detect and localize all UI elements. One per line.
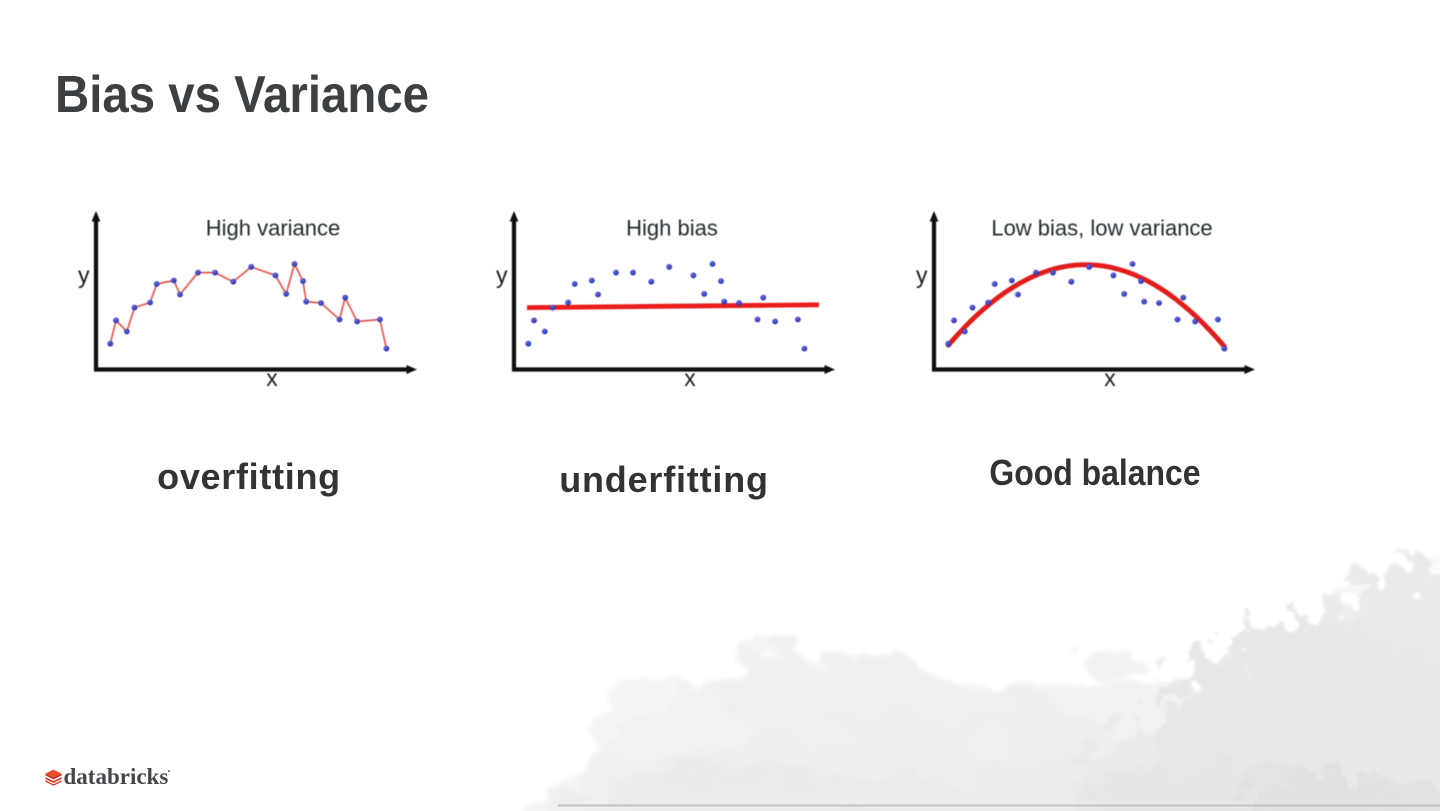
svg-text:y: y [496, 262, 508, 288]
svg-text:y: y [78, 262, 90, 288]
svg-text:High bias: High bias [626, 216, 718, 241]
svg-text:x: x [684, 365, 696, 391]
svg-text:y: y [916, 262, 928, 288]
svg-text:x: x [266, 365, 278, 391]
svg-text:High variance: High variance [206, 216, 341, 241]
svg-text:x: x [1104, 365, 1116, 391]
svg-text:Low bias, low variance: Low bias, low variance [991, 216, 1212, 241]
